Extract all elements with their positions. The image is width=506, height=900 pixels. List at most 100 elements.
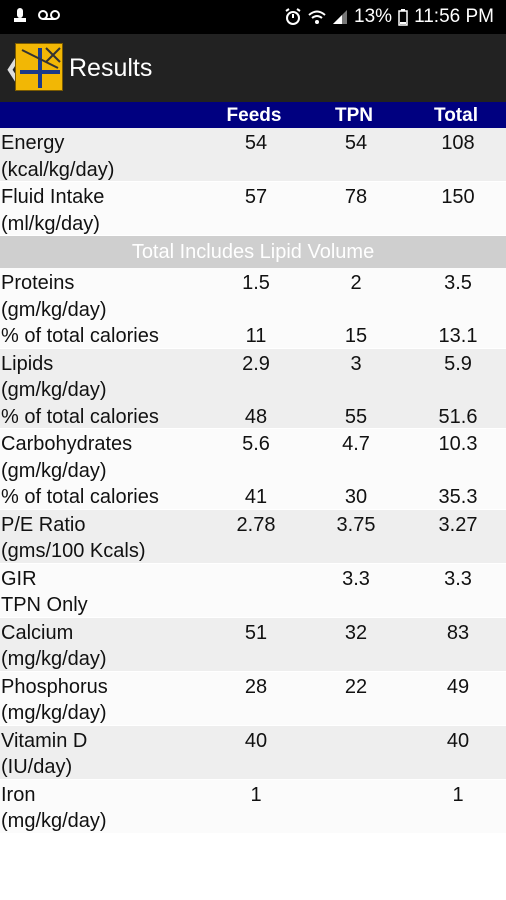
cell-total: 83 bbox=[446, 621, 470, 644]
table-row-line: Vitamin D 40 40 bbox=[0, 726, 506, 753]
wifi-icon bbox=[308, 10, 326, 24]
cell-tpn: 3.3 bbox=[342, 567, 370, 590]
cell-tpn: 4.7 bbox=[342, 433, 370, 455]
cell-feeds: 11 bbox=[245, 325, 267, 347]
voicemail-icon bbox=[38, 10, 60, 20]
table-row: P/E Ratio 2.78 3.75 3.27 (gms/100 Kcals) bbox=[0, 509, 506, 564]
row-label: % of total calories bbox=[1, 325, 159, 347]
cell-tpn: 3.75 bbox=[336, 513, 376, 536]
cell-total: 150 bbox=[441, 186, 475, 208]
cell-tpn: 54 bbox=[344, 132, 368, 154]
row-label: Calcium bbox=[1, 621, 74, 644]
cell-total: 13.1 bbox=[438, 325, 478, 347]
battery-icon bbox=[398, 9, 408, 26]
cell-feeds: 2.78 bbox=[236, 513, 276, 536]
table-row-line: (kcal/kg/day) bbox=[0, 155, 506, 182]
row-label: (mg/kg/day) bbox=[1, 702, 107, 724]
table-row-line: (gm/kg/day) bbox=[0, 375, 506, 402]
cell-total: 40 bbox=[446, 729, 470, 752]
cell-total: 49 bbox=[446, 675, 470, 698]
row-label: (mg/kg/day) bbox=[1, 648, 107, 670]
table-row: Phosphorus 28 22 49 (mg/kg/day) bbox=[0, 671, 506, 726]
table-row-line: P/E Ratio 2.78 3.75 3.27 bbox=[0, 510, 506, 537]
table-row-line: (gm/kg/day) bbox=[0, 295, 506, 322]
row-label: Energy bbox=[1, 132, 65, 154]
cell-feeds: 28 bbox=[244, 675, 268, 698]
app-bar: ❮ Results bbox=[0, 34, 506, 102]
table-row: Iron 1 1 (mg/kg/day) bbox=[0, 779, 506, 834]
row-label: Carbohydrates bbox=[1, 433, 133, 455]
row-label: (kcal/kg/day) bbox=[1, 158, 115, 181]
cell-total: 3.3 bbox=[444, 567, 472, 590]
table-row-line: (mg/kg/day) bbox=[0, 644, 506, 671]
cell-feeds: 54 bbox=[244, 132, 268, 154]
cell-feeds: 57 bbox=[244, 186, 268, 208]
cell-total: 51.6 bbox=[438, 405, 478, 428]
table-row-line: (mg/kg/day) bbox=[0, 698, 506, 725]
row-label: Proteins bbox=[1, 272, 75, 294]
table-row: GIR 3.3 3.3 TPN Only bbox=[0, 563, 506, 618]
row-label: (gm/kg/day) bbox=[1, 298, 107, 321]
table-row-line: % of total calories 48 55 51.6 bbox=[0, 402, 506, 429]
table-header: Feeds TPN Total bbox=[0, 102, 506, 128]
signal-icon bbox=[333, 10, 348, 24]
cell-feeds: 48 bbox=[244, 405, 268, 428]
row-label: Vitamin D bbox=[1, 729, 88, 752]
column-header-tpn: TPN bbox=[335, 105, 373, 126]
table-row: Fluid Intake 57 78 150 (ml/kg/day) bbox=[0, 182, 506, 236]
table-row: Vitamin D 40 40 (IU/day) bbox=[0, 725, 506, 780]
table-row: Carbohydrates 5.6 4.7 10.3 (gm/kg/day)% of t… bbox=[0, 429, 506, 510]
cell-tpn: 30 bbox=[344, 486, 368, 508]
cell-feeds: 2.9 bbox=[242, 352, 270, 375]
row-label: (gms/100 Kcals) bbox=[1, 540, 146, 562]
table-row-line: (mg/kg/day) bbox=[0, 806, 506, 833]
row-label: % of total calories bbox=[1, 486, 159, 508]
battery-percent: 13% bbox=[354, 6, 393, 27]
table-row-line: (ml/kg/day) bbox=[0, 209, 506, 236]
table-row-line: Energy 54 54 108 bbox=[0, 128, 506, 155]
table-row-line: Carbohydrates 5.6 4.7 10.3 bbox=[0, 429, 506, 456]
table-row-line: (gms/100 Kcals) bbox=[0, 536, 506, 563]
row-label: TPN Only bbox=[1, 594, 88, 616]
table-row-line: (gm/kg/day) bbox=[0, 456, 506, 483]
cell-tpn: 32 bbox=[344, 621, 368, 644]
lipid-volume-banner: Total Includes Lipid Volume bbox=[0, 236, 506, 268]
row-label: Lipids bbox=[1, 352, 54, 375]
row-label: GIR bbox=[1, 567, 37, 590]
row-label: P/E Ratio bbox=[1, 513, 86, 536]
table-row-line: Phosphorus 28 22 49 bbox=[0, 672, 506, 699]
cell-tpn: 78 bbox=[344, 186, 368, 208]
alarm-icon bbox=[285, 8, 301, 25]
row-label: (ml/kg/day) bbox=[1, 212, 100, 235]
cell-feeds: 1 bbox=[250, 783, 262, 806]
table-row: Energy 54 54 108 (kcal/kg/day) bbox=[0, 128, 506, 182]
results-table: Energy 54 54 108 (kcal/kg/day) Fluid Intake 57… bbox=[0, 128, 506, 834]
cell-tpn: 3 bbox=[350, 352, 362, 375]
cell-total: 3.5 bbox=[444, 272, 472, 294]
cell-total: 5.9 bbox=[444, 352, 472, 375]
clock: 11:56 PM bbox=[414, 6, 494, 27]
cell-feeds: 41 bbox=[244, 486, 268, 508]
cell-tpn: 55 bbox=[344, 405, 368, 428]
status-indicators: 13% 11:56 PM bbox=[284, 0, 494, 34]
cell-total: 3.27 bbox=[438, 513, 478, 536]
cell-feeds: 5.6 bbox=[242, 433, 270, 455]
column-header-feeds: Feeds bbox=[226, 105, 282, 126]
app-logo-icon[interactable] bbox=[15, 43, 63, 91]
cell-feeds: 40 bbox=[244, 729, 268, 752]
status-bar: 13% 11:56 PM bbox=[0, 0, 506, 34]
cell-tpn: 15 bbox=[344, 325, 368, 347]
cell-total: 35.3 bbox=[438, 486, 478, 508]
table-row-line: Iron 1 1 bbox=[0, 780, 506, 807]
column-header-total: Total bbox=[434, 105, 478, 126]
table-row-line: TPN Only bbox=[0, 590, 506, 617]
table-row-line: (IU/day) bbox=[0, 752, 506, 779]
cell-total: 108 bbox=[441, 132, 475, 154]
table-row: Lipids 2.9 3 5.9 (gm/kg/day)% of total calor… bbox=[0, 348, 506, 429]
notification-icon bbox=[14, 8, 26, 22]
row-label: (IU/day) bbox=[1, 756, 73, 778]
cell-feeds: 51 bbox=[244, 621, 268, 644]
row-label: (gm/kg/day) bbox=[1, 379, 107, 401]
cell-feeds: 1.5 bbox=[242, 272, 270, 294]
row-label: (mg/kg/day) bbox=[1, 810, 107, 832]
